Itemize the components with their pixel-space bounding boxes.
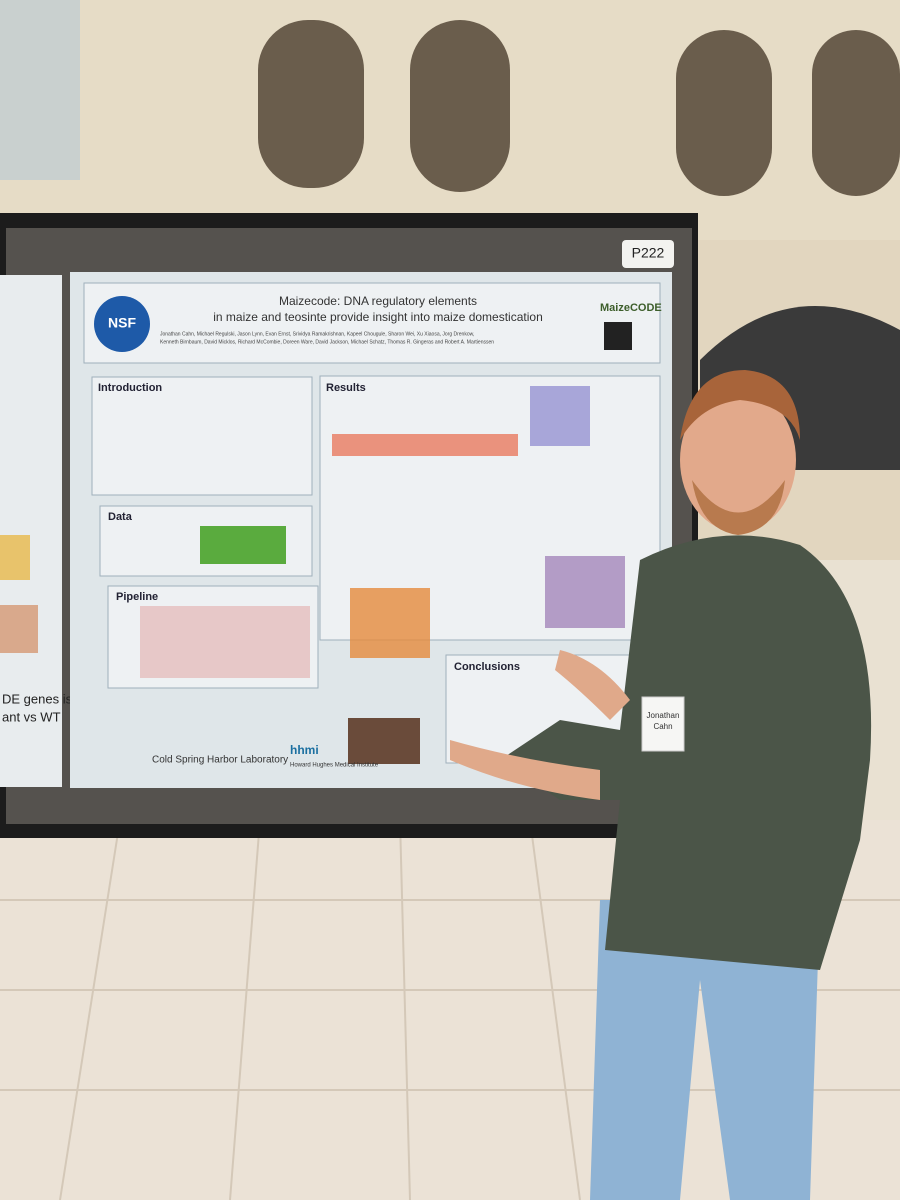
poster-header <box>83 282 661 364</box>
left-poster <box>0 275 62 787</box>
logo-text: MaizeCODE <box>600 302 662 314</box>
hand <box>555 650 630 720</box>
figure <box>350 588 430 658</box>
figure <box>200 526 286 564</box>
beard <box>692 480 785 535</box>
figure <box>332 434 518 456</box>
face <box>680 388 796 532</box>
figure <box>140 606 310 678</box>
hoodie <box>500 535 872 970</box>
section-heading: Conclusions <box>454 661 520 673</box>
window <box>812 30 900 196</box>
section-heading: Results <box>326 382 366 394</box>
poster-footer: Howard Hughes Medical Institute <box>290 763 379 769</box>
poster-authors: Kenneth Birnbaum, David Micklos, Richard… <box>160 339 494 345</box>
figure <box>0 535 30 580</box>
section-box <box>91 376 313 496</box>
poster-footer: Cold Spring Harbor Laboratory <box>152 755 288 766</box>
poster-authors: Jonathan Cahn, Michael Regulski, Jason L… <box>160 331 474 337</box>
section-heading: Pipeline <box>116 591 158 603</box>
figure <box>530 386 590 446</box>
badge-name: Cahn <box>653 722 672 731</box>
section-heading: Data <box>108 511 133 523</box>
photo-figure <box>348 718 420 764</box>
nsf-logo <box>94 296 150 352</box>
board-label-card <box>622 240 674 268</box>
window <box>0 0 80 180</box>
poster-title: Maizecode: DNA regulatory elements <box>279 294 477 308</box>
window <box>676 30 772 196</box>
name-badge <box>641 696 685 752</box>
logo-text: NSF <box>108 315 136 331</box>
left-poster-text: ant vs WT <box>2 709 61 724</box>
window <box>410 20 510 192</box>
poster-title: in maize and teosinte provide insight in… <box>213 310 543 324</box>
left-poster-text: DE genes is <box>2 691 73 706</box>
arm <box>450 740 600 800</box>
jeans <box>590 900 820 1200</box>
badge-name: Jonathan <box>647 711 680 720</box>
figure <box>545 556 625 628</box>
poster-footer: hhmi <box>290 743 319 757</box>
figure <box>0 605 38 653</box>
board-label: P222 <box>632 245 665 261</box>
window <box>258 20 364 188</box>
qr-code <box>604 322 632 350</box>
hair <box>680 370 800 440</box>
section-heading: Introduction <box>98 382 162 394</box>
